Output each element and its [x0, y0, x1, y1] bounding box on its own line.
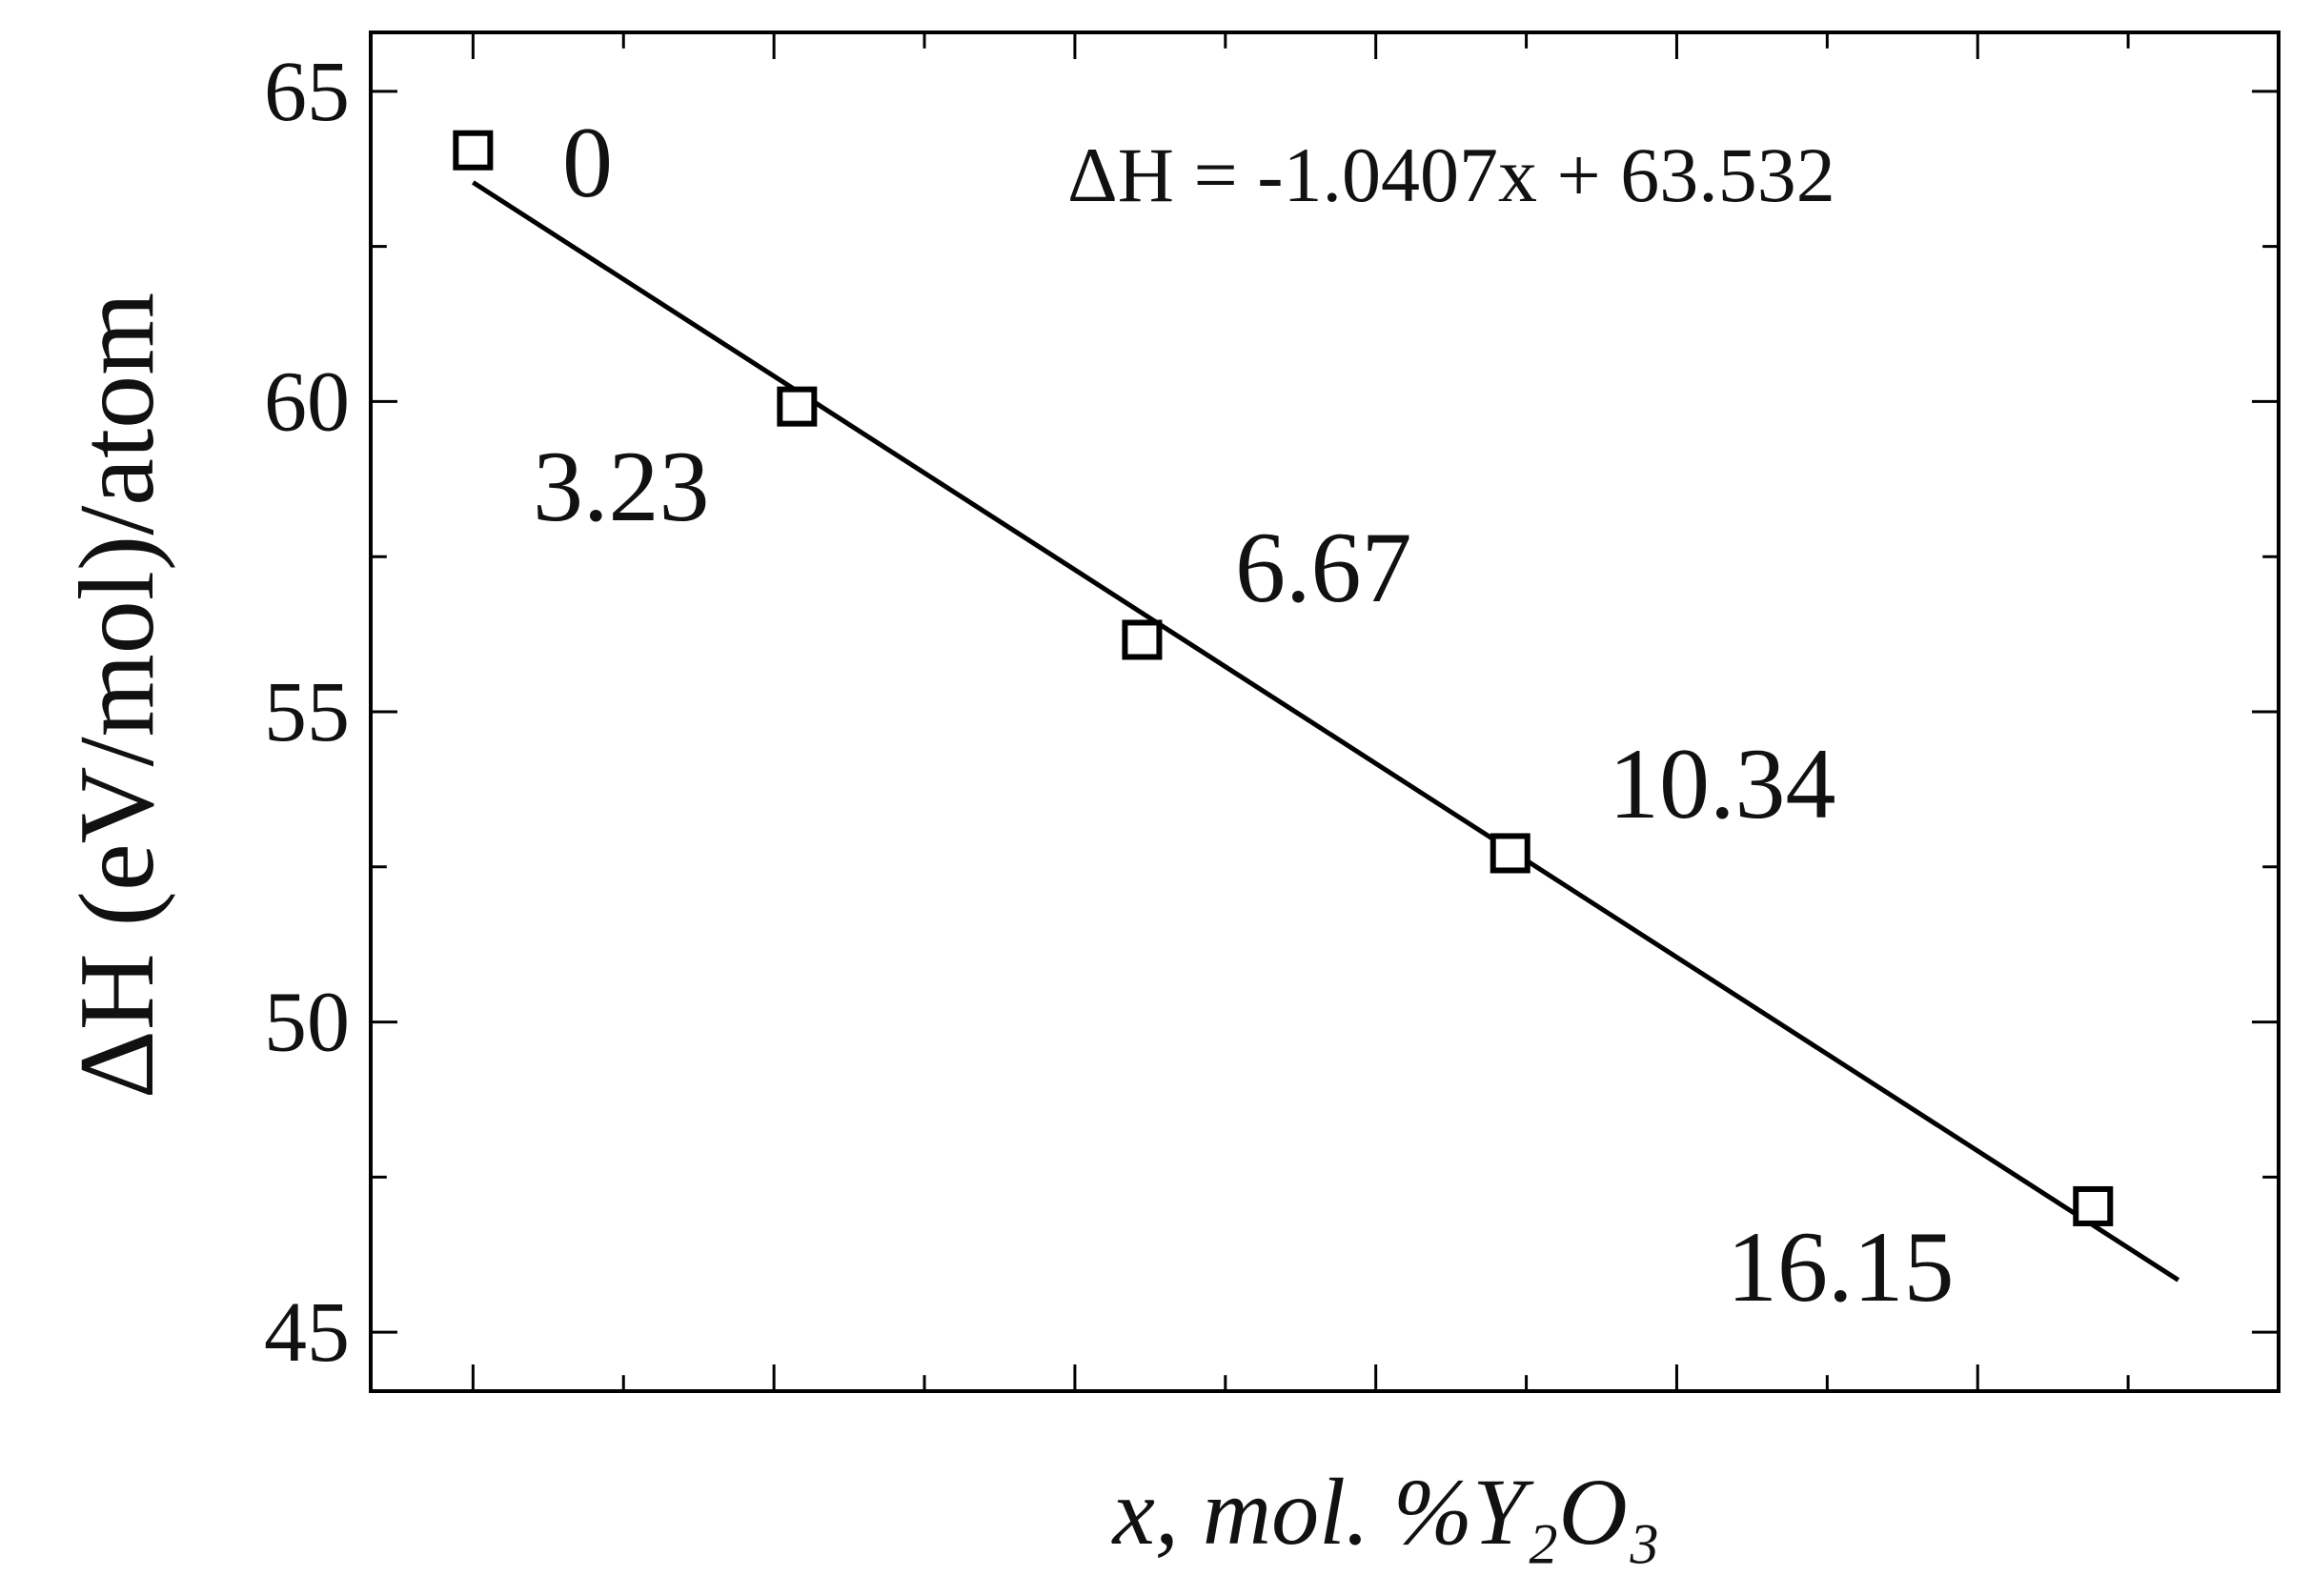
- y-tick-label: 60: [264, 354, 350, 449]
- point-label: 10.34: [1609, 728, 1836, 839]
- point-label: 6.67: [1235, 512, 1412, 623]
- y-tick-label: 55: [264, 665, 350, 759]
- data-point: [777, 386, 818, 427]
- point-label: 0: [562, 107, 613, 218]
- data-point: [2073, 1185, 2114, 1226]
- fit-line: [472, 180, 2180, 1283]
- y-tick-label: 50: [264, 976, 350, 1070]
- data-point: [453, 130, 494, 171]
- data-point: [1122, 619, 1163, 660]
- x-axis-label: x, mol. %Y₂O₃: [1110, 1459, 1660, 1565]
- point-label: 3.23: [533, 431, 710, 542]
- data-point: [1490, 833, 1531, 874]
- y-tick-label: 45: [264, 1285, 350, 1380]
- equation-annotation: ΔH = -1.0407x + 63.532: [1067, 131, 1835, 218]
- y-tick-label: 65: [264, 45, 350, 139]
- plot-frame: [369, 30, 2281, 1393]
- y-axis-label: ΔH (eV/mol)/atom: [58, 293, 176, 1100]
- point-label: 16.15: [1727, 1211, 1955, 1323]
